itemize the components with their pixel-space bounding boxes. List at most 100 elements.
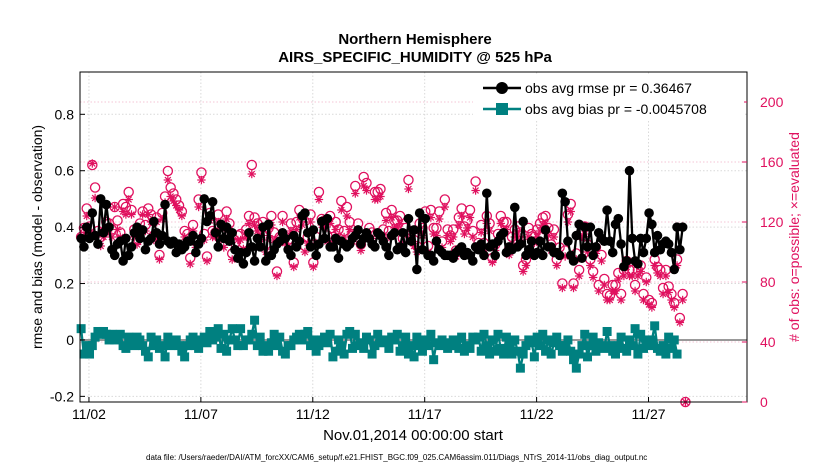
bias-point xyxy=(314,341,324,351)
obs-evaluated-point xyxy=(675,318,685,327)
rmse-point xyxy=(582,242,593,252)
rmse-point xyxy=(621,256,632,266)
bias-point xyxy=(580,329,590,339)
bias-point xyxy=(143,352,153,362)
obs-evaluated-point xyxy=(309,262,318,272)
rmse-point xyxy=(104,222,114,232)
bias-point xyxy=(429,355,439,365)
rmse-point xyxy=(126,242,137,252)
rmse-point xyxy=(227,227,238,238)
obs-possible-point xyxy=(336,195,347,207)
bias-point xyxy=(348,343,358,353)
rmse-point xyxy=(652,230,663,241)
obs-evaluated-point xyxy=(278,217,287,227)
rmse-point xyxy=(431,236,442,247)
bias-point xyxy=(515,363,525,373)
rmse-point xyxy=(87,208,98,218)
bias-point xyxy=(367,349,377,359)
obs-evaluated-point xyxy=(600,280,609,290)
rmse-point xyxy=(482,188,492,199)
bias-point xyxy=(250,315,260,325)
bias-point xyxy=(566,346,576,356)
bias-point xyxy=(219,329,229,339)
obs-evaluated-point xyxy=(362,186,371,195)
y-tick-label: 0.2 xyxy=(55,276,75,292)
obs-evaluated-point xyxy=(566,207,575,216)
bias-point xyxy=(650,321,660,331)
rmse-point xyxy=(149,216,159,227)
legend-bias-label: obs avg bias pr = -0.0045708 xyxy=(525,101,707,117)
y-right-tick-label: 120 xyxy=(760,214,784,230)
bias-point xyxy=(82,341,92,351)
rmse-point xyxy=(137,225,148,235)
rmse-point xyxy=(591,242,601,252)
obs-evaluated-point xyxy=(337,205,346,215)
bias-point xyxy=(588,332,598,342)
rmse-point xyxy=(398,227,408,238)
bias-point xyxy=(294,329,304,339)
bias-point xyxy=(272,341,282,351)
rmse-point xyxy=(616,239,626,249)
rmse-point xyxy=(246,242,257,252)
obs-evaluated-point xyxy=(611,286,620,296)
rmse-point xyxy=(370,242,380,252)
rmse-point xyxy=(294,236,305,247)
x-axis-label: Nov.01,2014 00:00:00 start xyxy=(323,427,504,444)
bias-point xyxy=(395,346,405,356)
obs-evaluated-point xyxy=(488,258,497,267)
obs-evaluated-point xyxy=(588,273,598,282)
rmse-point xyxy=(224,236,235,247)
bias-point xyxy=(557,346,567,356)
bias-point xyxy=(549,338,559,348)
rmse-point xyxy=(280,233,291,244)
rmse-point xyxy=(526,236,537,247)
obs-evaluated-point xyxy=(639,295,648,305)
obs-evaluated-point xyxy=(670,303,679,312)
bias-point xyxy=(345,326,355,336)
bias-point xyxy=(641,335,651,345)
obs-evaluated-point xyxy=(202,256,212,266)
rmse-point xyxy=(244,227,254,238)
bias-point xyxy=(384,343,394,353)
bias-point xyxy=(664,332,674,342)
bias-point xyxy=(473,332,483,342)
obs-evaluated-point xyxy=(342,211,352,221)
obs-possible-point xyxy=(246,159,258,171)
obs-evaluated-point xyxy=(496,219,505,228)
obs-evaluated-point xyxy=(642,277,651,287)
rmse-point xyxy=(101,199,112,210)
bias-point xyxy=(616,332,626,342)
bias-point xyxy=(666,343,676,353)
rmse-point xyxy=(663,239,674,249)
y-axis-label: rmse and bias (model - observation) xyxy=(29,125,45,349)
bias-point xyxy=(647,335,657,345)
bias-point xyxy=(252,341,262,351)
rmse-point xyxy=(210,227,221,238)
bias-point xyxy=(669,335,679,345)
bias-point xyxy=(356,338,366,348)
bias-point xyxy=(76,324,86,334)
bias-point xyxy=(177,346,187,356)
x-tick-label: 11/27 xyxy=(632,406,666,422)
obs-evaluated-point xyxy=(404,184,413,194)
rmse-point xyxy=(613,213,624,224)
bias-point xyxy=(261,341,271,351)
bias-point xyxy=(507,349,517,359)
rmse-point xyxy=(311,250,321,261)
obs-evaluated-point xyxy=(661,271,671,281)
rmse-point xyxy=(389,227,400,238)
obs-evaluated-point xyxy=(446,237,455,246)
rmse-point xyxy=(557,188,568,199)
bias-point xyxy=(563,335,573,345)
bias-point xyxy=(529,352,539,362)
rmse-point xyxy=(199,194,210,204)
bias-point xyxy=(199,332,209,342)
rmse-point xyxy=(644,208,654,218)
obs-evaluated-point xyxy=(351,189,360,198)
bias-point xyxy=(364,335,374,345)
bias-point xyxy=(182,341,192,351)
bias-point xyxy=(448,335,458,345)
bias-point xyxy=(577,341,587,351)
x-tick-label: 11/22 xyxy=(520,406,554,422)
bias-point xyxy=(644,341,654,351)
